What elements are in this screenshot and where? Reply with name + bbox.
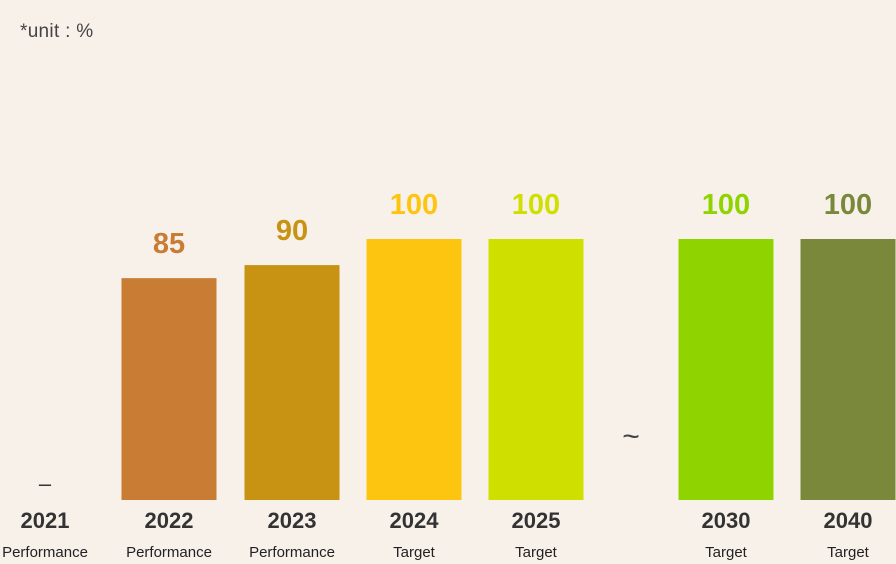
sublabel-2022: Performance <box>126 544 212 561</box>
category-label-2022: 2022 <box>145 508 194 533</box>
category-label-2021: 2021 <box>21 508 70 533</box>
value-label-2022: 85 <box>153 228 185 260</box>
sublabel-2030: Target <box>705 544 748 561</box>
axis-break-symbol: ~ <box>622 420 640 453</box>
category-label-2025: 2025 <box>512 508 561 533</box>
bar-2024 <box>366 239 462 500</box>
category-label-2030: 2030 <box>702 508 751 533</box>
value-label-2021: – <box>39 471 52 496</box>
bar-2022 <box>121 278 217 500</box>
sublabel-2023: Performance <box>249 544 335 561</box>
value-label-2030: 100 <box>702 189 750 221</box>
category-label-2040: 2040 <box>824 508 873 533</box>
sublabel-2040: Target <box>827 544 870 561</box>
value-label-2024: 100 <box>390 189 438 221</box>
sublabel-2021: Performance <box>2 544 88 561</box>
bar-2025 <box>488 239 584 500</box>
category-label-2024: 2024 <box>390 508 440 533</box>
bar-2040 <box>800 239 896 500</box>
value-label-2025: 100 <box>512 189 560 221</box>
sublabel-2025: Target <box>515 544 558 561</box>
value-label-2023: 90 <box>276 215 308 247</box>
bar-2030 <box>678 239 774 500</box>
value-label-2040: 100 <box>824 189 872 221</box>
sublabel-2024: Target <box>393 544 436 561</box>
category-label-2023: 2023 <box>268 508 317 533</box>
bar-2023 <box>244 265 340 500</box>
unit-note: *unit : % <box>20 21 94 42</box>
